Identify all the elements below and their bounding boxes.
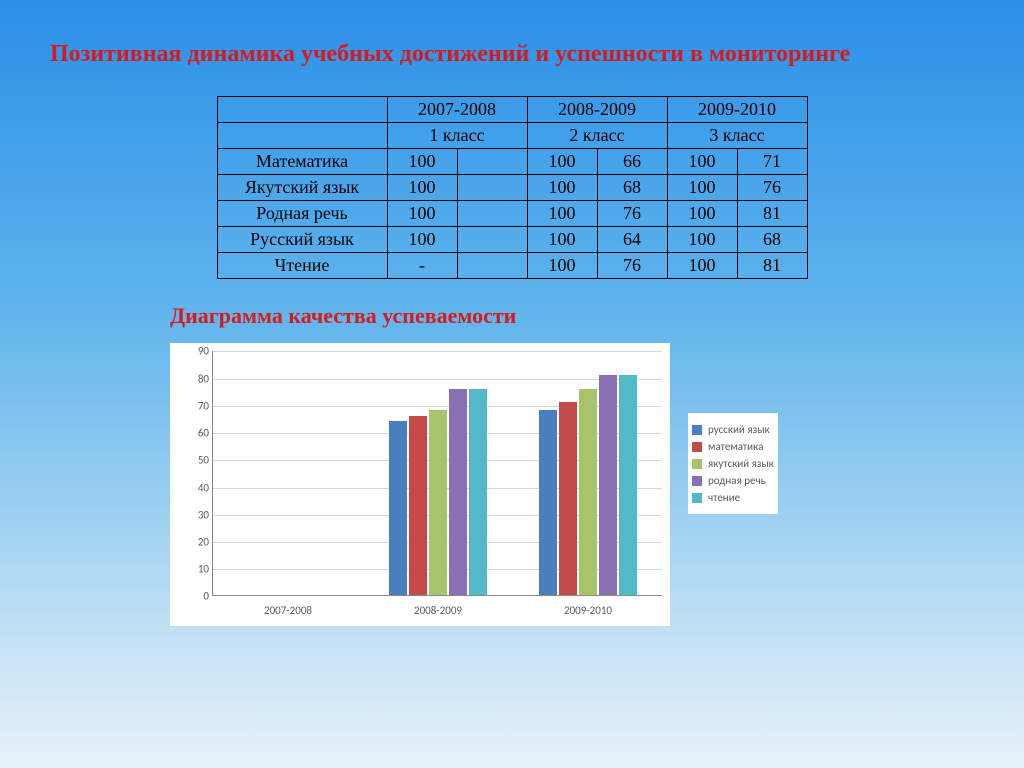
legend-label: чтение bbox=[708, 491, 740, 504]
value-cell: 66 bbox=[597, 149, 667, 175]
bar bbox=[559, 402, 577, 595]
bar bbox=[409, 416, 427, 596]
table-row: Чтение-1007610081 bbox=[217, 253, 807, 279]
chart-area: 0 10 20 30 40 50 60 70 80 90 2007-2008 2008-2009 200… bbox=[170, 343, 670, 626]
value-cell: 100 bbox=[667, 175, 737, 201]
subject-cell: Русский язык bbox=[217, 227, 387, 253]
value-cell: 100 bbox=[667, 201, 737, 227]
value-cell: 100 bbox=[667, 253, 737, 279]
value-cell: 100 bbox=[387, 227, 457, 253]
chart-plot: 01020304050607080902007-20082008-2009200… bbox=[212, 351, 662, 596]
value-cell: 76 bbox=[597, 201, 667, 227]
y-axis-label: 20 bbox=[183, 535, 209, 548]
value-cell: 100 bbox=[527, 175, 597, 201]
y-axis-label: 0 bbox=[183, 590, 209, 603]
data-table: 2007-20082008-20092009-20101 класс2 клас… bbox=[217, 96, 808, 279]
value-cell: 100 bbox=[387, 201, 457, 227]
value-cell: 68 bbox=[597, 175, 667, 201]
y-axis-label: 50 bbox=[183, 454, 209, 467]
legend-item: чтение bbox=[692, 491, 774, 504]
value-cell: 81 bbox=[737, 253, 807, 279]
gridline bbox=[213, 351, 662, 352]
page-title: Позитивная динамика учебных достижений и… bbox=[50, 38, 974, 70]
legend-item: математика bbox=[692, 440, 774, 453]
subject-cell: Математика bbox=[217, 149, 387, 175]
y-axis-label: 10 bbox=[183, 563, 209, 576]
bar bbox=[449, 389, 467, 596]
value-cell: 64 bbox=[597, 227, 667, 253]
class-header: 1 класс bbox=[387, 123, 527, 149]
value-cell bbox=[457, 253, 527, 279]
value-cell bbox=[457, 175, 527, 201]
subject-cell: Чтение bbox=[217, 253, 387, 279]
value-cell: 100 bbox=[527, 227, 597, 253]
bar bbox=[539, 410, 557, 595]
table-header-years: 2007-20082008-20092009-2010 bbox=[217, 97, 807, 123]
y-axis-label: 40 bbox=[183, 481, 209, 494]
subject-cell: Родная речь bbox=[217, 201, 387, 227]
legend-swatch bbox=[692, 493, 702, 503]
table-row: Родная речь1001007610081 bbox=[217, 201, 807, 227]
bar bbox=[469, 389, 487, 596]
year-header: 2008-2009 bbox=[527, 97, 667, 123]
bar bbox=[619, 375, 637, 596]
table-row: Математика1001006610071 bbox=[217, 149, 807, 175]
bar-cluster bbox=[389, 389, 487, 596]
table-row: Якутский язык1001006810076 bbox=[217, 175, 807, 201]
value-cell: 100 bbox=[667, 149, 737, 175]
y-axis-label: 90 bbox=[183, 345, 209, 358]
legend-label: родная речь bbox=[708, 474, 766, 487]
x-axis-label: 2007-2008 bbox=[264, 604, 312, 617]
y-axis-label: 80 bbox=[183, 372, 209, 385]
value-cell: - bbox=[387, 253, 457, 279]
value-cell: 100 bbox=[527, 149, 597, 175]
chart-container: 0 10 20 30 40 50 60 70 80 90 2007-2008 2008-2009 200… bbox=[170, 343, 974, 626]
class-header: 3 класс bbox=[667, 123, 807, 149]
y-axis-label: 70 bbox=[183, 399, 209, 412]
table-header-classes: 1 класс2 класс3 класс bbox=[217, 123, 807, 149]
value-cell: 68 bbox=[737, 227, 807, 253]
bar bbox=[599, 375, 617, 596]
legend-swatch bbox=[692, 425, 702, 435]
year-header: 2009-2010 bbox=[667, 97, 807, 123]
value-cell: 76 bbox=[597, 253, 667, 279]
bar bbox=[579, 389, 597, 596]
class-header: 2 класс bbox=[527, 123, 667, 149]
x-axis-label: 2009-2010 bbox=[564, 604, 612, 617]
y-axis-label: 60 bbox=[183, 427, 209, 440]
value-cell bbox=[457, 201, 527, 227]
value-cell: 81 bbox=[737, 201, 807, 227]
value-cell: 100 bbox=[527, 253, 597, 279]
bar bbox=[389, 421, 407, 595]
value-cell: 100 bbox=[387, 149, 457, 175]
table-row: Русский язык1001006410068 bbox=[217, 227, 807, 253]
value-cell bbox=[457, 149, 527, 175]
chart-title: Диаграмма качества успеваемости bbox=[170, 303, 974, 329]
legend-label: русский язык bbox=[708, 423, 770, 436]
value-cell: 100 bbox=[527, 201, 597, 227]
subject-cell: Якутский язык bbox=[217, 175, 387, 201]
value-cell: 100 bbox=[387, 175, 457, 201]
value-cell: 100 bbox=[667, 227, 737, 253]
table-container: 2007-20082008-20092009-20101 класс2 клас… bbox=[50, 96, 974, 279]
value-cell bbox=[457, 227, 527, 253]
bar bbox=[429, 410, 447, 595]
y-axis-label: 30 bbox=[183, 508, 209, 521]
legend-label: математика bbox=[708, 440, 763, 453]
legend-item: родная речь bbox=[692, 474, 774, 487]
legend-label: якутский язык bbox=[708, 457, 774, 470]
year-header: 2007-2008 bbox=[387, 97, 527, 123]
x-axis-label: 2008-2009 bbox=[414, 604, 462, 617]
bar-cluster bbox=[539, 375, 637, 596]
value-cell: 76 bbox=[737, 175, 807, 201]
value-cell: 71 bbox=[737, 149, 807, 175]
legend-swatch bbox=[692, 459, 702, 469]
legend-swatch bbox=[692, 442, 702, 452]
legend-item: русский язык bbox=[692, 423, 774, 436]
legend-swatch bbox=[692, 476, 702, 486]
chart-legend: русский язык математика якутский язык родна… bbox=[688, 413, 778, 514]
legend-item: якутский язык bbox=[692, 457, 774, 470]
